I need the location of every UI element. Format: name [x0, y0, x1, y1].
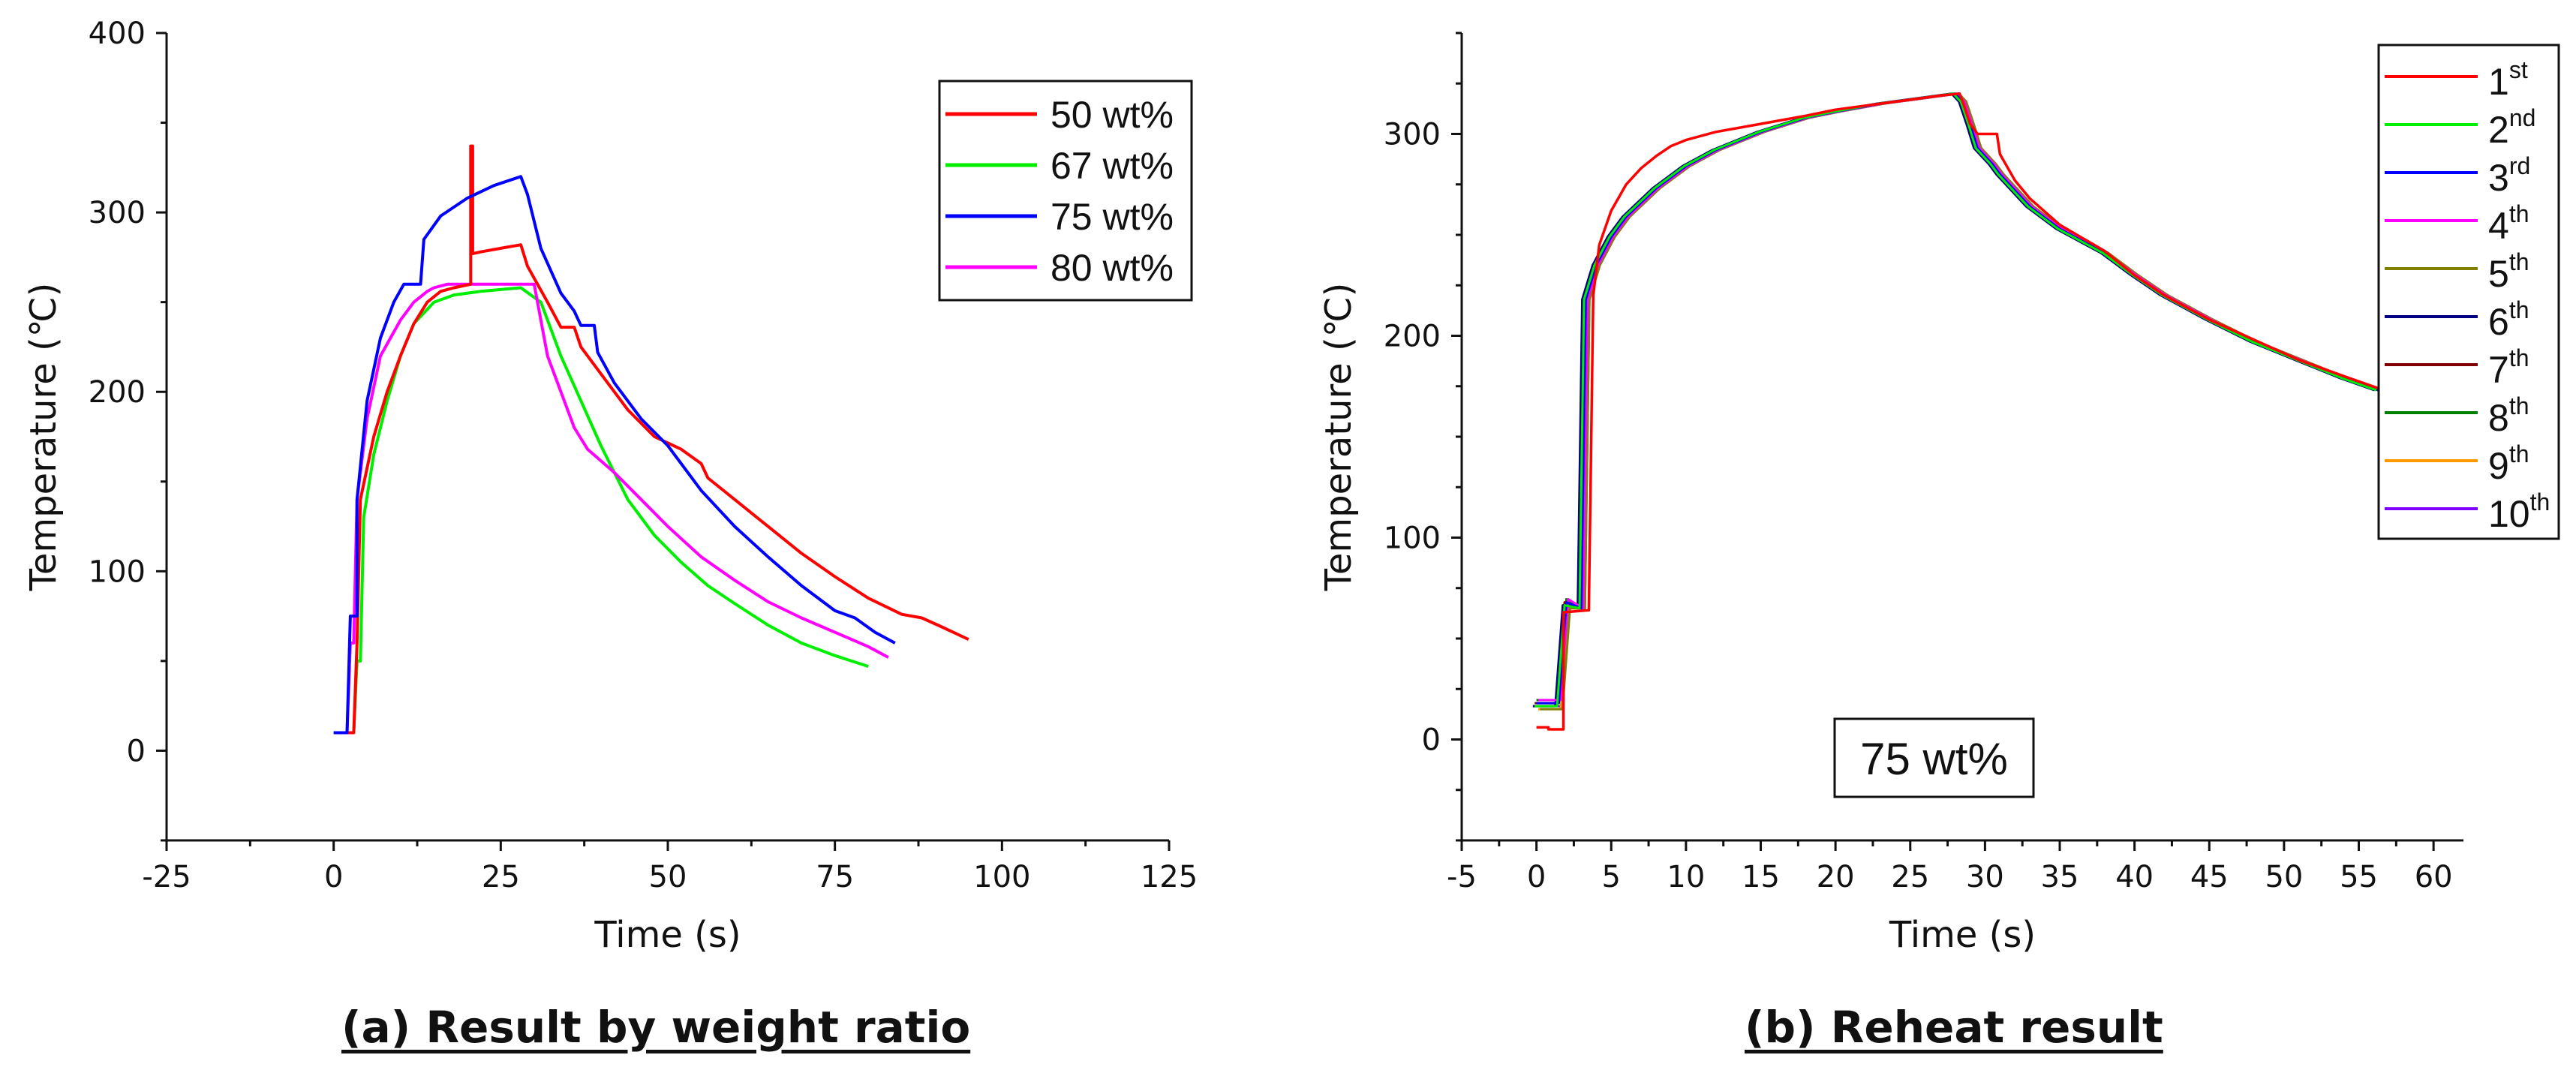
legend-label-suffix: th — [2509, 440, 2529, 467]
chart-b-y-tick-label: 300 — [1384, 118, 1441, 152]
chart-a-x-tick-label: 75 — [816, 860, 854, 894]
chart-b-x-tick-label: 5 — [1602, 860, 1621, 894]
annotation-label: 75 wt% — [1860, 734, 2008, 784]
legend-label-suffix: nd — [2509, 104, 2536, 131]
legend-label-suffix: th — [2509, 296, 2529, 323]
legend-label-suffix: th — [2509, 344, 2529, 371]
chart-b-y-axis-title: Temperature (℃) — [1318, 283, 1360, 592]
chart-b-x-tick-label: 20 — [1817, 860, 1855, 894]
annotation-box — [1833, 717, 2035, 798]
series-67wt-line — [347, 286, 869, 735]
series-75wt-line — [333, 175, 896, 735]
chart-b-x-tick-label: 40 — [2115, 860, 2154, 894]
chart-b-x-tick-label: 55 — [2340, 860, 2378, 894]
chart-a-x-axis-title: Time (s) — [594, 914, 741, 956]
legend-label-suffix: th — [2509, 392, 2529, 419]
chart-a-y-tick-label: 200 — [89, 375, 146, 410]
chart-a-y-axis-title: Temperature (℃) — [23, 283, 65, 592]
chart-a-x-tick-label: 0 — [324, 860, 343, 894]
chart-a-x-tick-label: 50 — [649, 860, 687, 894]
legend-label: 50 wt% — [1051, 94, 1174, 136]
chart-b-x-tick-label: 50 — [2265, 860, 2303, 894]
chart-a-y-tick-label: 400 — [89, 17, 146, 51]
caption-a: (a) Result by weight ratio — [341, 1002, 971, 1053]
chart-a-x-tick-label: 100 — [973, 860, 1030, 894]
chart-b-x-tick-label: 35 — [2041, 860, 2079, 894]
legend-label: 67 wt% — [1051, 145, 1174, 187]
legend-label: 75 wt% — [1051, 196, 1174, 238]
chart-b-x-tick-label: 60 — [2415, 860, 2453, 894]
legend-label: 7th — [2488, 344, 2529, 391]
chart-b-x-tick-label: 10 — [1667, 860, 1705, 894]
chart-b-y-tick-label: 200 — [1384, 320, 1441, 354]
chart-b-x-tick-label: 45 — [2190, 860, 2229, 894]
series-run-5-line — [1540, 92, 2382, 711]
legend-label-suffix: st — [2509, 56, 2528, 83]
chart-b-x-axis-title: Time (s) — [1889, 914, 2036, 956]
legend-label-suffix: rd — [2509, 152, 2530, 179]
series-run-10-line — [1540, 92, 2382, 708]
series-run-1-line — [1536, 92, 2379, 731]
legend-label-suffix: th — [2509, 248, 2529, 275]
legend-label-suffix: th — [2509, 200, 2529, 227]
chart-a-x-tick-label: 25 — [482, 860, 520, 894]
caption-b: (b) Reheat result — [1745, 1002, 2163, 1053]
chart-b-y-tick-label: 0 — [1422, 723, 1441, 758]
chart-a-weight-ratio: 0 100 200 300 400 -25 0 25 50 75 100 125 Time (s) Tem… — [23, 17, 1198, 956]
chart-b-legend-box — [2377, 44, 2560, 540]
chart-b-x-tick-label: 30 — [1966, 860, 2004, 894]
series-80wt-line — [333, 282, 889, 735]
series-run-4-line — [1538, 92, 2381, 702]
chart-b-y-tick-label: 100 — [1384, 521, 1441, 556]
chart-b-x-tick-label: -5 — [1447, 860, 1477, 894]
chart-a-legend-box — [938, 80, 1193, 302]
series-50wt-line — [340, 144, 969, 735]
chart-b-x-tick-label: 0 — [1527, 860, 1546, 894]
chart-a-y-tick-label: 100 — [89, 555, 146, 589]
chart-b-x-tick-label: 15 — [1742, 860, 1780, 894]
chart-b-reheat: 0 100 200 300 -5 0 5 10 15 20 25 30 35 40 45 50 55 60 Time… — [1318, 32, 2560, 956]
chart-a-y-tick-label: 300 — [89, 196, 146, 230]
chart-a-y-tick-label: 0 — [127, 734, 146, 768]
chart-a-x-tick-label: -25 — [142, 860, 191, 894]
chart-b-x-tick-label: 25 — [1891, 860, 1929, 894]
legend-label-suffix: th — [2530, 488, 2550, 515]
chart-a-x-tick-label: 125 — [1141, 860, 1198, 894]
legend-label: 80 wt% — [1051, 247, 1174, 289]
